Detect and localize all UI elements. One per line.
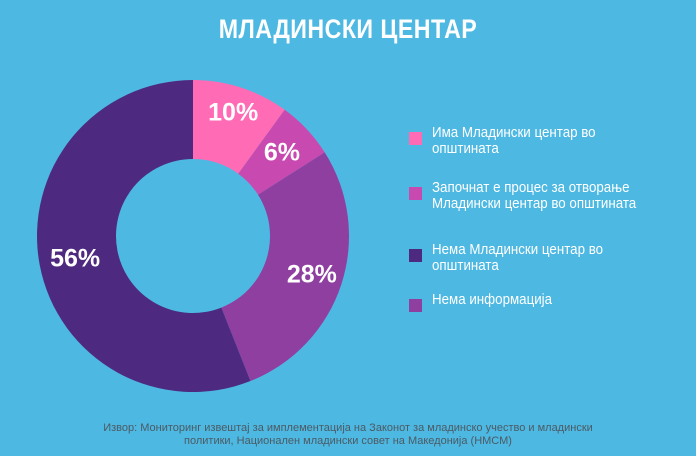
legend-label: Нема Младински центар во општината — [432, 242, 604, 274]
data-label-no-info: 28% — [287, 261, 337, 289]
donut-slices — [37, 80, 349, 392]
donut-slice-no-center — [37, 80, 251, 392]
donut-slice-process-started — [238, 109, 325, 195]
source-line: политики, Национален младински совет на … — [184, 435, 512, 447]
legend-label: Нема информација — [432, 292, 553, 308]
data-label-no-center: 56% — [50, 244, 100, 272]
legend-swatch — [409, 132, 422, 145]
chart-title: МЛАДИНСКИ ЦЕНТАР — [218, 14, 478, 44]
legend-item-no-info: Нема информација — [409, 292, 679, 312]
data-label-process-started: 6% — [264, 138, 300, 166]
legend-swatch — [409, 187, 422, 200]
legend-item-process-started: Започнат е процес за отворање Младински … — [409, 180, 679, 212]
legend-swatch — [409, 249, 422, 262]
source-line: Извор: Мониторинг извештај за имплемента… — [103, 422, 593, 434]
legend-item-has-center: Има Младински центар во општината — [409, 125, 679, 157]
legend-label: Започнат е процес за отворање Младински … — [432, 180, 637, 212]
donut-slice-has-center — [193, 80, 285, 174]
donut-slice-no-info — [221, 152, 349, 382]
data-label-has-center: 10% — [208, 98, 258, 126]
legend-item-no-center: Нема Младински центар во општината — [409, 242, 679, 274]
legend-swatch — [409, 299, 422, 312]
legend-label: Има Младински центар во општината — [432, 125, 596, 157]
donut-labels: 10%6% 28% 56% — [50, 98, 337, 288]
source-note: Извор: Мониторинг извештај за имплемента… — [0, 422, 696, 448]
